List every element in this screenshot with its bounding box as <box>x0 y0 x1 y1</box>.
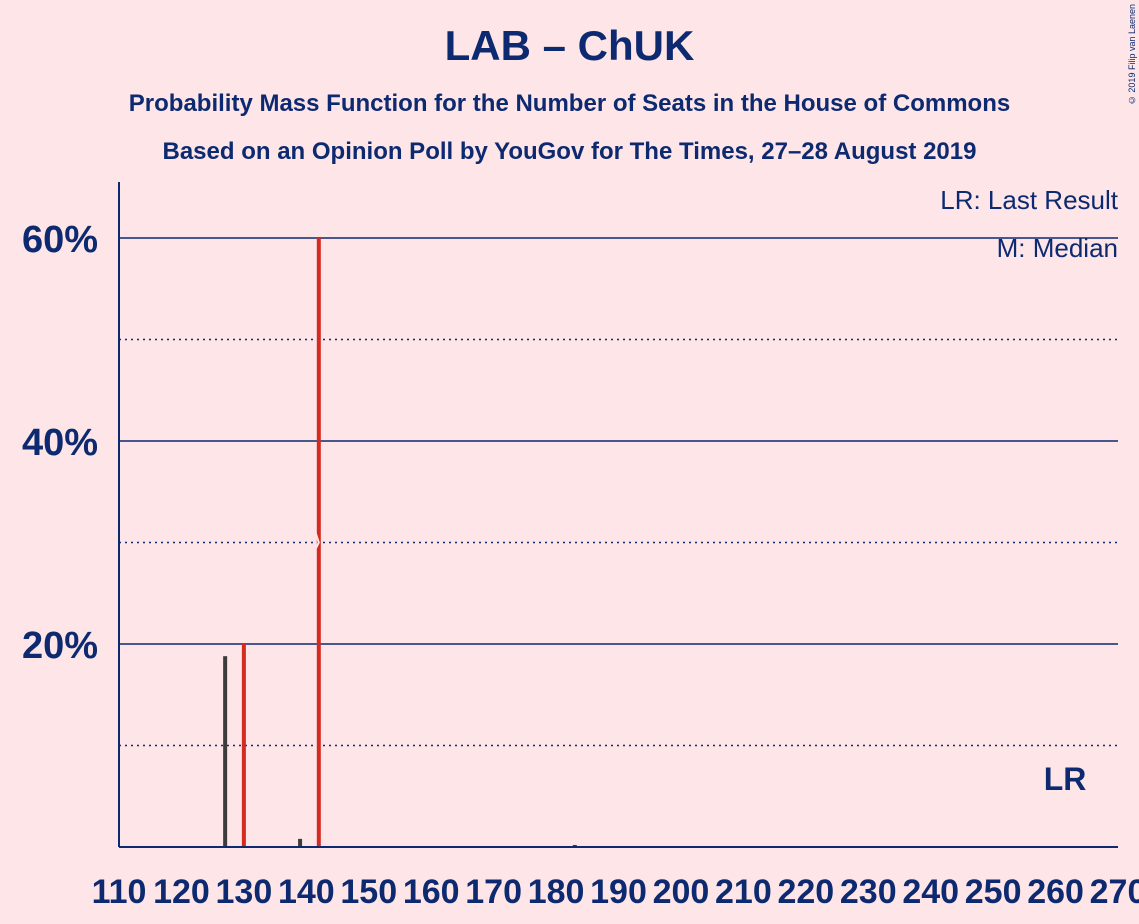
x-tick-label: 160 <box>403 873 460 911</box>
x-tick-label: 120 <box>153 873 210 911</box>
probability-bar <box>298 838 303 847</box>
x-tick-label: 210 <box>715 873 772 911</box>
y-axis-ticks: 20% 40% 60% <box>22 219 98 667</box>
x-tick-label: 200 <box>653 873 710 911</box>
x-tick-label: 250 <box>965 873 1022 911</box>
x-tick-label: 150 <box>340 873 397 911</box>
legend-median: M: Median <box>997 233 1118 263</box>
x-tick-label: 190 <box>590 873 647 911</box>
y-tick-label: 20% <box>22 625 98 667</box>
x-tick-label: 270 <box>1090 873 1139 911</box>
chart-source: Based on an Opinion Poll by YouGov for T… <box>162 138 977 165</box>
x-tick-label: 220 <box>777 873 834 911</box>
x-tick-label: 230 <box>840 873 897 911</box>
x-tick-label: 180 <box>528 873 585 911</box>
y-tick-label: 40% <box>22 422 98 464</box>
x-tick-label: 130 <box>216 873 273 911</box>
x-tick-label: 110 <box>92 873 147 911</box>
x-tick-label: 240 <box>902 873 959 911</box>
x-tick-label: 140 <box>278 873 335 911</box>
y-tick-label: 60% <box>22 219 98 261</box>
median-marker <box>313 530 320 551</box>
grid-lines <box>119 237 1118 747</box>
chart-subtitle: Probability Mass Function for the Number… <box>128 90 1011 117</box>
chart-title: LAB – ChUK <box>444 22 695 69</box>
legend-last-result: LR: Last Result <box>940 185 1119 215</box>
probability-bar <box>241 642 246 847</box>
x-tick-label: 170 <box>465 873 522 911</box>
probability-bar <box>572 844 577 847</box>
x-axis-ticks: 110 120 130 140 150 160 170 180 190 200 210 220 230 2… <box>92 873 1139 911</box>
x-tick-label: 260 <box>1027 873 1084 911</box>
probability-bar <box>223 656 228 847</box>
last-result-marker: LR <box>1044 761 1087 797</box>
